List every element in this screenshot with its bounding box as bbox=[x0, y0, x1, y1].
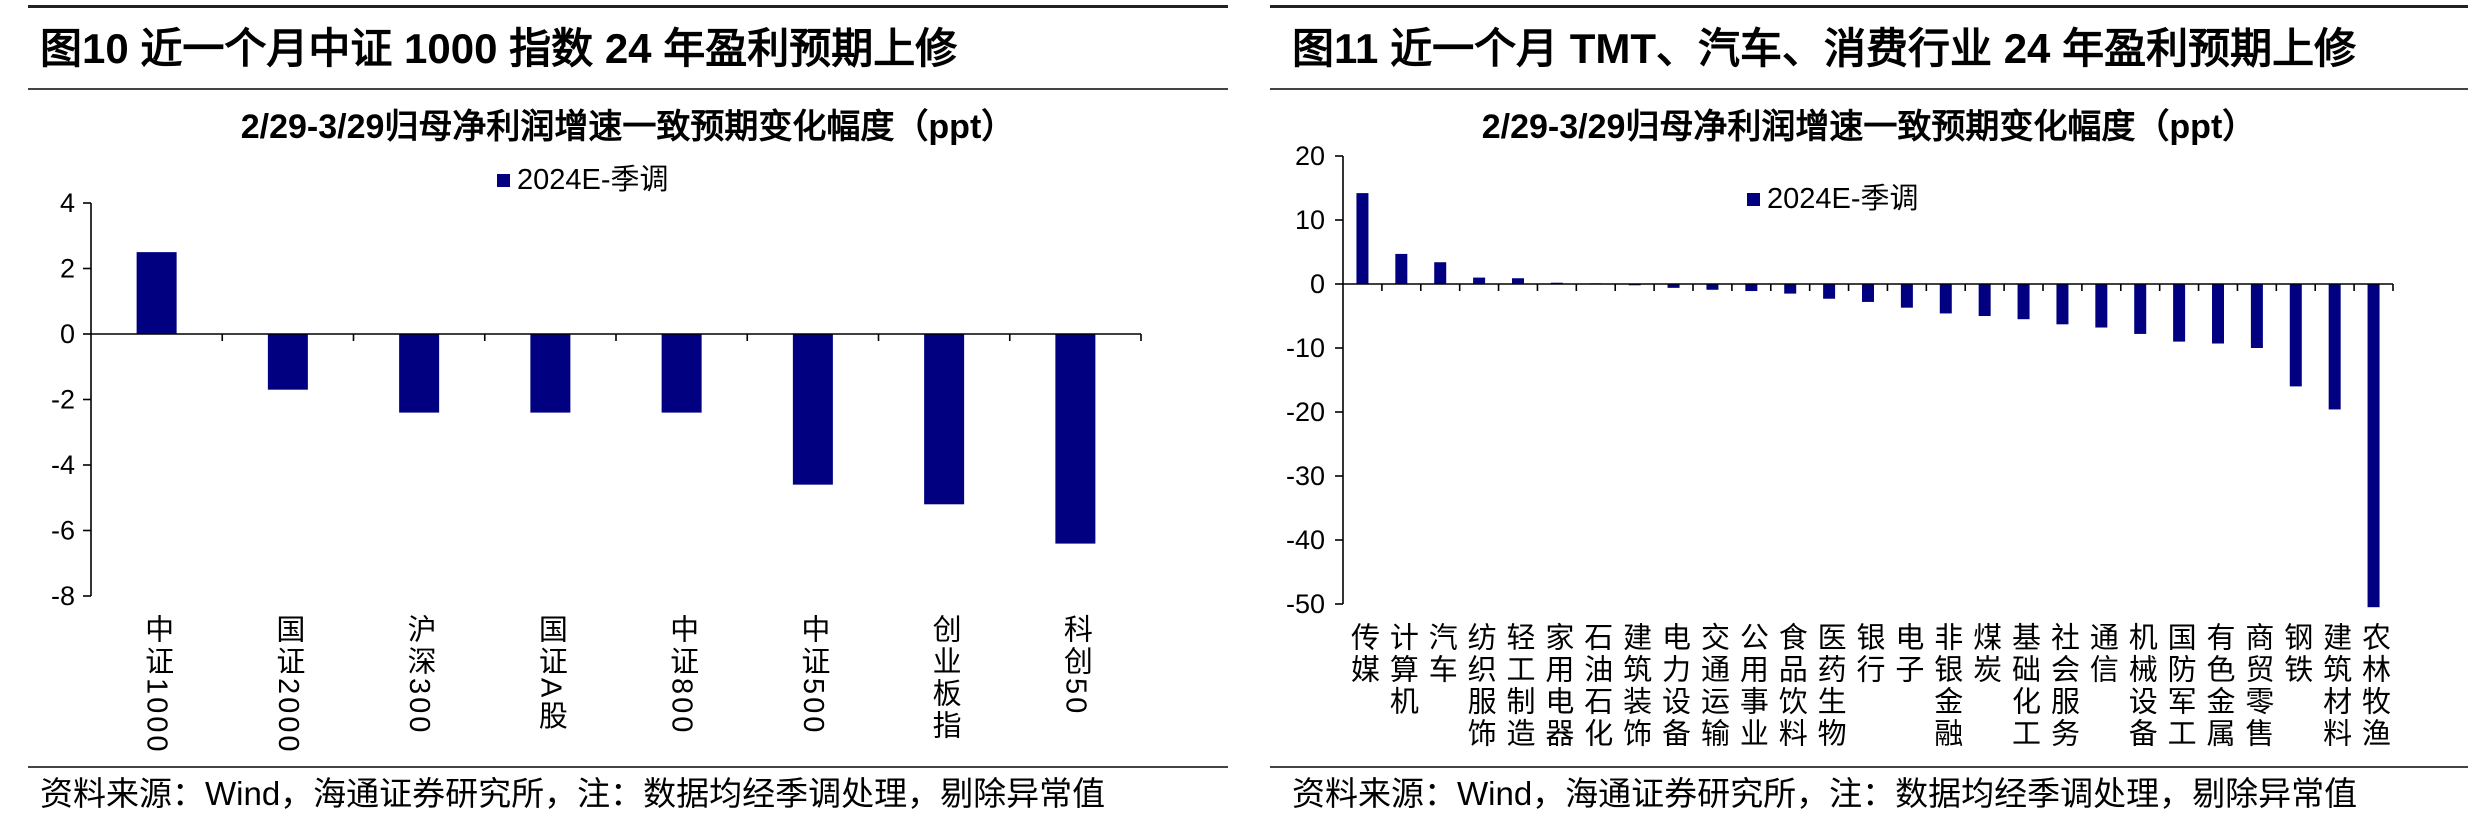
chart-title: 2/29-3/29归母净利润增速一致预期变化幅度（ppt） bbox=[240, 108, 1016, 146]
title-rule bbox=[1270, 88, 2468, 90]
top-rule bbox=[28, 5, 1228, 8]
title-rule bbox=[28, 88, 1228, 90]
top-rule bbox=[1270, 5, 2468, 8]
legend-swatch bbox=[497, 173, 510, 187]
source-rule bbox=[1270, 766, 2468, 768]
legend-swatch bbox=[1747, 192, 1760, 206]
source-note: 资料来源：Wind，海通证券研究所，注：数据均经季调处理，剔除异常值 bbox=[1292, 775, 2358, 812]
source-note: 资料来源：Wind，海通证券研究所，注：数据均经季调处理，剔除异常值 bbox=[40, 775, 1106, 812]
legend: 2024E-季调 bbox=[1747, 184, 1919, 214]
figure-title: 图11 近一个月 TMT、汽车、消费行业 24 年盈利预期上修 bbox=[1292, 25, 2357, 72]
chart-title: 2/29-3/29归母净利润增速一致预期变化幅度（ppt） bbox=[1481, 108, 2257, 146]
figure-title: 图10 近一个月中证 1000 指数 24 年盈利预期上修 bbox=[40, 25, 958, 72]
legend-label: 2024E-季调 bbox=[1767, 183, 1919, 215]
figure-panel-left: 图10 近一个月中证 1000 指数 24 年盈利预期上修 2/29-3/29归… bbox=[28, 0, 1228, 826]
legend: 2024E-季调 bbox=[497, 165, 669, 195]
legend-label: 2024E-季调 bbox=[517, 164, 669, 196]
figure-panel-right: 图11 近一个月 TMT、汽车、消费行业 24 年盈利预期上修 2/29-3/2… bbox=[1270, 0, 2468, 826]
source-rule bbox=[28, 766, 1228, 768]
